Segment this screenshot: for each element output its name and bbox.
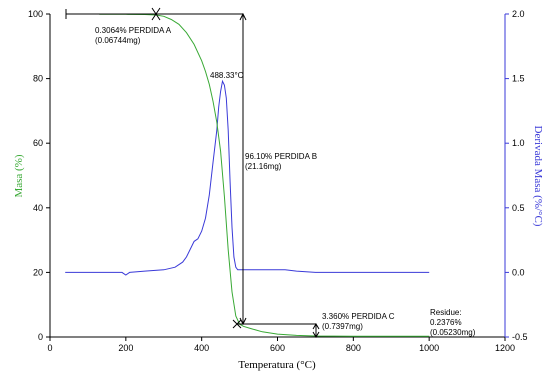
derivative-series-line	[65, 79, 430, 276]
y-axis-right-label: Derivada Masa (%/°C)	[532, 126, 544, 227]
x-tick-label: 1200	[495, 343, 515, 353]
y-left-tick-label: 40	[33, 203, 43, 213]
step-c-arrow-bottom	[312, 331, 320, 338]
x-tick-label: 800	[346, 343, 361, 353]
peak-label: 488.33°C	[210, 71, 244, 80]
y-left-tick-label: 20	[33, 267, 43, 277]
mass-series-line	[99, 13, 430, 337]
y-axis-left-label: Masa (%)	[13, 154, 25, 197]
step-c-arrow-top	[312, 323, 320, 330]
y-right-tick-label: 1.0	[512, 138, 525, 148]
y-left-tick-label: 80	[33, 74, 43, 84]
x-tick-label: 200	[118, 343, 133, 353]
y-right-tick-label: 0.5	[512, 203, 525, 213]
y-right-tick-label: 1.5	[512, 74, 525, 84]
x-tick-group: 0 200 400 600 800 1000 1200	[47, 337, 515, 353]
residue-label: Residue:	[430, 308, 462, 317]
x-tick-label: 0	[47, 343, 52, 353]
step-markers	[65, 7, 320, 338]
y-right-tick-label: 0.0	[512, 267, 525, 277]
step-a-cross	[151, 7, 161, 21]
y-right-tick-label: -0.5	[512, 332, 528, 342]
step-b-label: 96.10% PERDIDA B	[245, 152, 317, 161]
step-c-label: 3.360% PERDIDA C	[322, 312, 395, 321]
x-tick-label: 1000	[419, 343, 439, 353]
y-left-tick-label: 0	[38, 332, 43, 342]
y-right-tick-group: -0.5 0.0 0.5 1.0 1.5 2.0	[505, 9, 528, 342]
y-left-tick-label: 60	[33, 138, 43, 148]
y-right-tick-label: 2.0	[512, 9, 525, 19]
residue-mass: (0.05230mg)	[430, 328, 476, 337]
step-b-arrow-top	[239, 12, 247, 21]
step-b-mass: (21.16mg)	[245, 162, 282, 171]
step-c-cross	[232, 319, 242, 329]
residue-percent: 0.2376%	[430, 318, 462, 327]
x-axis-label: Temperatura (°C)	[238, 359, 316, 371]
x-tick-label: 600	[270, 343, 285, 353]
y-left-tick-label: 100	[28, 9, 43, 19]
step-a-label: 0.3064% PERDIDA A	[95, 26, 172, 35]
x-tick-label: 400	[194, 343, 209, 353]
y-left-tick-group: 0 20 40 60 80 100	[28, 9, 50, 342]
step-c-mass: (0.7397mg)	[322, 322, 363, 331]
step-a-mass: (0.06744mg)	[95, 36, 141, 45]
